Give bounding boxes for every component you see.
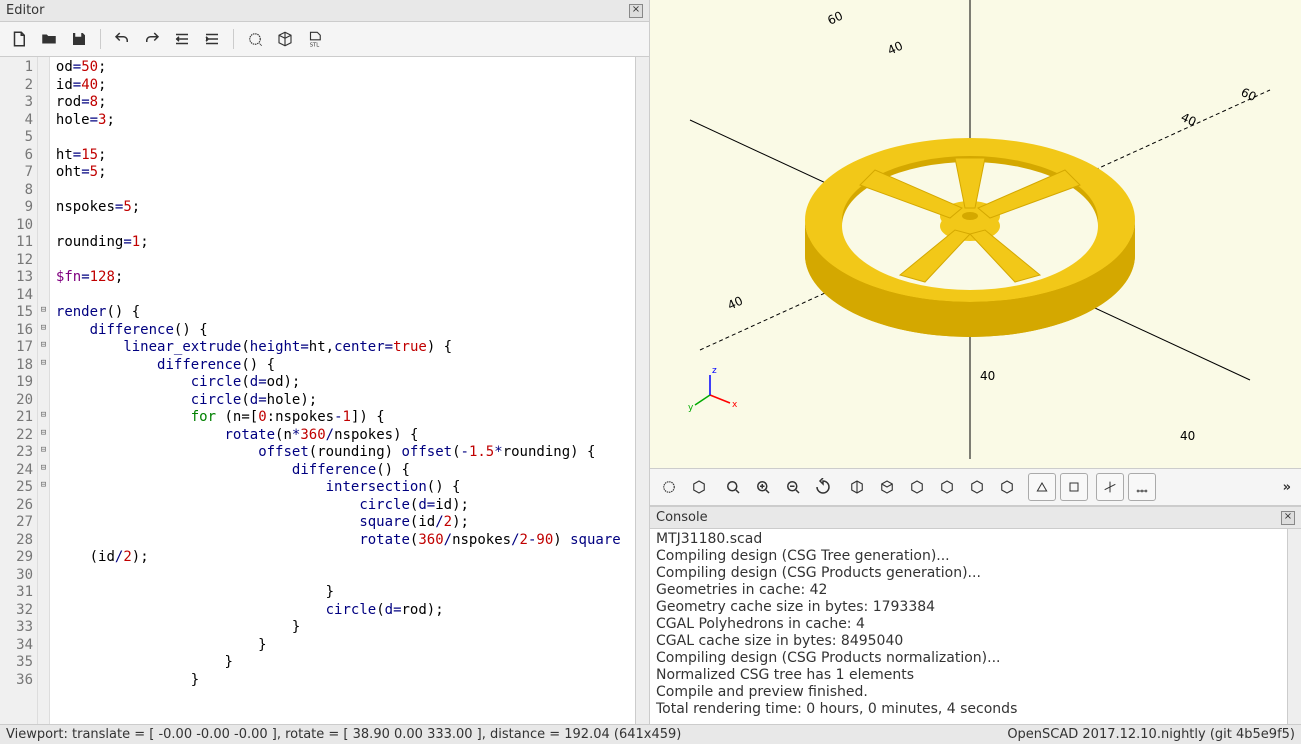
console-body[interactable]: MTJ31180.scadCompiling design (CSG Tree … [650,529,1287,724]
zoom-out-icon[interactable] [780,474,806,500]
editor-title: Editor [6,3,44,18]
save-file-icon[interactable] [66,26,92,52]
perspective-icon[interactable] [1028,473,1056,501]
editor-panel: Editor × STL 123456789101112131415161718… [0,0,650,724]
console-title: Console [656,510,708,525]
console-close-icon[interactable]: × [1281,511,1295,525]
svg-text:60: 60 [1239,85,1259,104]
viewport-toolbar: » [650,468,1301,506]
vp-render-icon[interactable] [686,474,712,500]
code-editor[interactable]: 1234567891011121314151617181920212223242… [0,57,649,724]
line-gutter: 1234567891011121314151617181920212223242… [0,57,38,724]
code-body[interactable]: od=50;id=40;rod=8;hole=3;ht=15;oht=5;nsp… [50,57,635,724]
ortho-icon[interactable] [1060,473,1088,501]
editor-header: Editor × [0,0,649,22]
svg-text:y: y [688,403,694,413]
new-file-icon[interactable] [6,26,32,52]
status-right: OpenSCAD 2017.12.10.nightly (git 4b5e9f5… [1007,727,1295,742]
toolbar-separator [233,29,234,49]
svg-text:40: 40 [725,294,745,313]
svg-text:40: 40 [1179,110,1199,129]
reset-view-icon[interactable] [810,474,836,500]
console-header: Console × [650,507,1301,529]
statusbar: Viewport: translate = [ -0.00 -0.00 -0.0… [0,724,1301,744]
zoom-fit-icon[interactable] [720,474,746,500]
fold-column[interactable]: ⊟⊟⊟⊟⊟⊟⊟⊟⊟ [38,57,50,724]
editor-close-icon[interactable]: × [629,4,643,18]
svg-text:STL: STL [310,43,320,49]
viewport-3d[interactable]: 60 40 40 60 40 40 40 x y z [650,0,1301,468]
zoom-in-icon[interactable] [750,474,776,500]
view-bottom-icon[interactable] [904,474,930,500]
svg-text:40: 40 [885,39,905,58]
show-axes-icon[interactable] [1096,473,1124,501]
view-front-icon[interactable] [964,474,990,500]
console-panel: Console × MTJ31180.scadCompiling design … [650,506,1301,724]
right-panel: 60 40 40 60 40 40 40 x y z [650,0,1301,724]
unindent-icon[interactable] [169,26,195,52]
editor-scrollbar[interactable] [635,57,649,724]
toolbar-more-icon[interactable]: » [1279,480,1295,495]
export-stl-icon[interactable]: STL [302,26,328,52]
console-scrollbar[interactable] [1287,529,1301,724]
redo-icon[interactable] [139,26,165,52]
svg-text:x: x [732,400,738,410]
render-icon[interactable] [272,26,298,52]
open-file-icon[interactable] [36,26,62,52]
preview-icon[interactable] [242,26,268,52]
toolbar-separator [100,29,101,49]
indent-icon[interactable] [199,26,225,52]
svg-text:60: 60 [825,9,845,28]
svg-text:40: 40 [1180,429,1195,443]
undo-icon[interactable] [109,26,135,52]
svg-text:40: 40 [980,369,995,383]
view-back-icon[interactable] [994,474,1020,500]
view-right-icon[interactable] [844,474,870,500]
show-scale-icon[interactable] [1128,473,1156,501]
editor-toolbar: STL [0,22,649,57]
status-left: Viewport: translate = [ -0.00 -0.00 -0.0… [6,727,681,742]
view-top-icon[interactable] [874,474,900,500]
view-left-icon[interactable] [934,474,960,500]
svg-text:z: z [712,366,717,376]
vp-preview-icon[interactable] [656,474,682,500]
